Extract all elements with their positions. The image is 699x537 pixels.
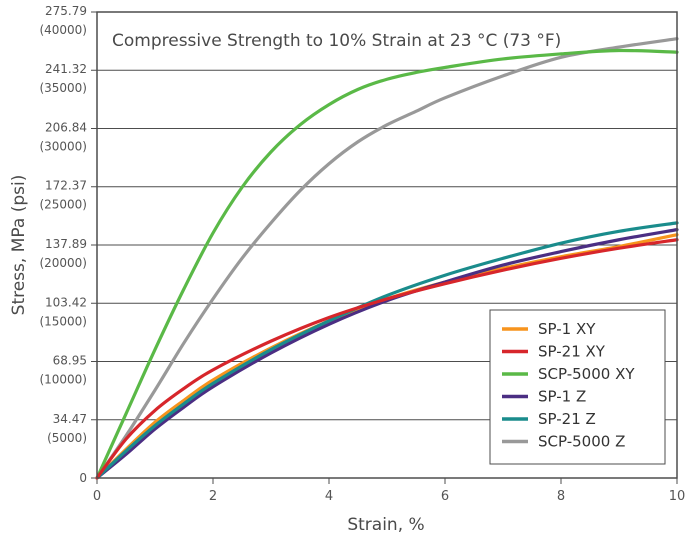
legend-label: SP-21 Z bbox=[538, 410, 596, 428]
series-line-sp-21-xy bbox=[95, 238, 679, 480]
x-axis-title: Strain, % bbox=[347, 515, 424, 535]
y-tick-label: 206.84 bbox=[45, 121, 87, 135]
y-tick-label: 241.32 bbox=[45, 62, 87, 76]
y-tick-label-psi: (15000) bbox=[39, 314, 87, 328]
x-tick-label: 4 bbox=[325, 489, 333, 504]
series-line-sp-1-z bbox=[95, 228, 679, 480]
series-line-scp-5000-xy bbox=[95, 48, 679, 480]
y-tick-label: 137.89 bbox=[45, 237, 87, 251]
y-tick-label-psi: (5000) bbox=[47, 431, 87, 445]
legend-label: SCP-5000 Z bbox=[538, 433, 625, 451]
legend-box bbox=[489, 309, 666, 465]
grid bbox=[97, 69, 677, 421]
x-axis-ticks: 0 2 4 6 8 10 bbox=[93, 478, 685, 504]
y-axis-ticks: 0 34.47 (5000) 68.95 (10000) 103.42 (15000) 137… bbox=[39, 4, 97, 485]
legend-label: SCP-5000 XY bbox=[538, 365, 635, 383]
y-tick-label-psi: (20000) bbox=[39, 256, 87, 270]
plot-area-frame bbox=[96, 11, 678, 479]
y-tick-label: 34.47 bbox=[53, 412, 87, 426]
y-tick-label: 172.37 bbox=[45, 179, 87, 193]
y-tick-label-psi: (25000) bbox=[39, 198, 87, 212]
x-tick-label: 6 bbox=[441, 489, 449, 504]
y-tick-label: 0 bbox=[79, 471, 87, 485]
series-line-scp-5000-z bbox=[95, 37, 679, 480]
y-axis-title: Stress, MPa (psi) bbox=[9, 175, 29, 316]
y-tick-label-psi: (35000) bbox=[39, 81, 87, 95]
y-tick-label: 68.95 bbox=[53, 353, 87, 367]
y-tick-label-psi: (10000) bbox=[39, 372, 87, 386]
legend-label: SP-21 XY bbox=[538, 343, 606, 361]
y-tick-label: 103.42 bbox=[45, 295, 87, 309]
legend-label: SP-1 XY bbox=[538, 320, 596, 338]
chart-title: Compressive Strength to 10% Strain at 23… bbox=[112, 31, 561, 51]
legend: SP-1 XY SP-21 XY SCP-5000 XY SP-1 Z SP-21 Z S… bbox=[489, 309, 666, 465]
x-tick-label: 8 bbox=[557, 489, 565, 504]
y-tick-label-psi: (30000) bbox=[39, 140, 87, 154]
x-tick-label: 10 bbox=[669, 489, 686, 504]
legend-label: SP-1 Z bbox=[538, 388, 586, 406]
x-tick-label: 0 bbox=[93, 489, 101, 504]
y-tick-label-psi: (40000) bbox=[39, 23, 87, 37]
x-tick-label: 2 bbox=[209, 489, 217, 504]
y-tick-label: 275.79 bbox=[45, 4, 87, 18]
series-line-sp-21-z bbox=[95, 221, 679, 480]
series-layer bbox=[95, 37, 679, 480]
